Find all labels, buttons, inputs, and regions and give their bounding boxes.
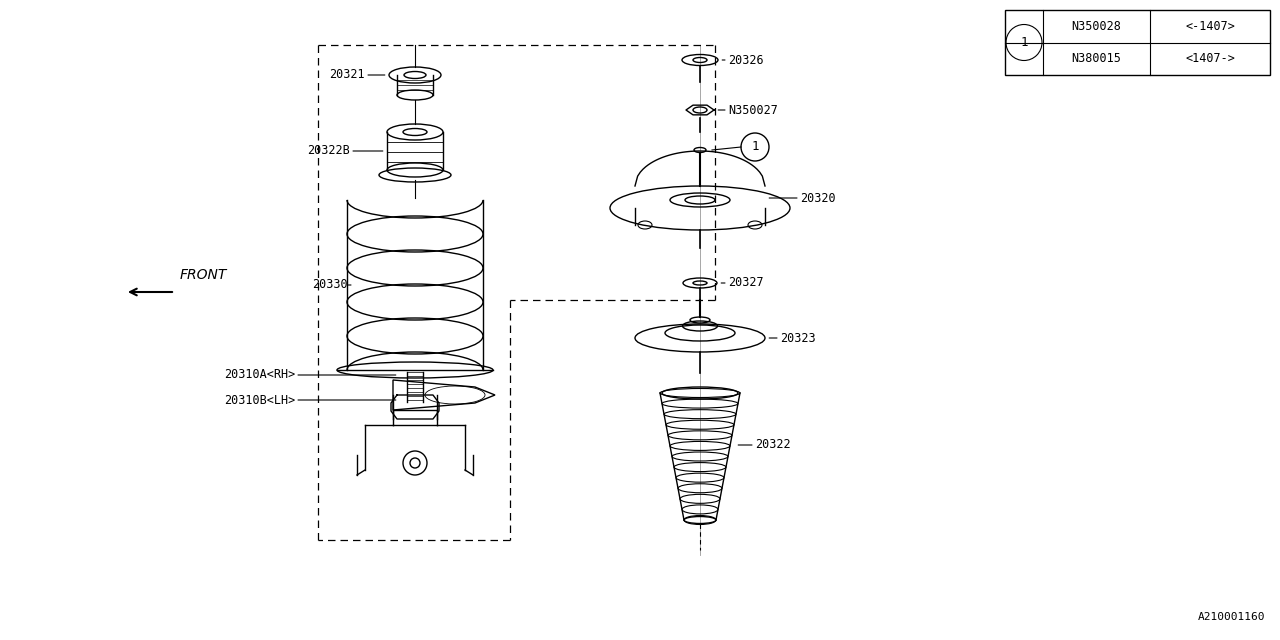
Text: <-1407>: <-1407> xyxy=(1185,20,1235,33)
Text: 20310A<RH>: 20310A<RH> xyxy=(224,369,294,381)
Text: <1407->: <1407-> xyxy=(1185,52,1235,65)
Text: 20321: 20321 xyxy=(329,68,365,81)
Text: 20322: 20322 xyxy=(755,438,791,451)
Text: 1: 1 xyxy=(1020,36,1028,49)
Text: 20322B: 20322B xyxy=(307,145,349,157)
Text: 20323: 20323 xyxy=(780,332,815,344)
Text: FRONT: FRONT xyxy=(180,268,228,282)
Text: 20320: 20320 xyxy=(800,191,836,205)
Text: 20330: 20330 xyxy=(312,278,348,291)
Text: N350028: N350028 xyxy=(1071,20,1121,33)
Bar xyxy=(1005,10,1270,75)
Text: 1: 1 xyxy=(751,141,759,154)
Text: 20310B<LH>: 20310B<LH> xyxy=(224,394,294,406)
Text: 20327: 20327 xyxy=(728,276,764,289)
Text: 20326: 20326 xyxy=(728,54,764,67)
Text: A210001160: A210001160 xyxy=(1198,612,1265,622)
Text: N380015: N380015 xyxy=(1071,52,1121,65)
Text: N350027: N350027 xyxy=(728,104,778,116)
